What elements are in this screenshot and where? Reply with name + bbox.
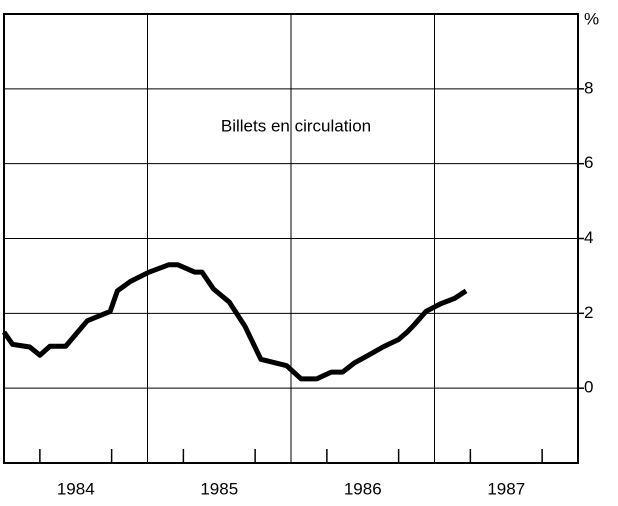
data-line	[1, 262, 468, 382]
x-tick-label: 1986	[344, 479, 382, 498]
x-tick-label: 1985	[200, 479, 238, 498]
y-tick-label: 0	[584, 378, 593, 397]
y-tick-label: 6	[584, 153, 593, 172]
y-tick-label: 4	[584, 228, 593, 247]
annotation: Billets en circulation	[221, 116, 371, 135]
y-axis-label: %	[584, 9, 599, 28]
x-tick-label: 1987	[487, 479, 525, 498]
y-tick-label: 2	[584, 303, 593, 322]
y-tick-label: 8	[584, 78, 593, 97]
x-tick-label: 1984	[57, 479, 95, 498]
